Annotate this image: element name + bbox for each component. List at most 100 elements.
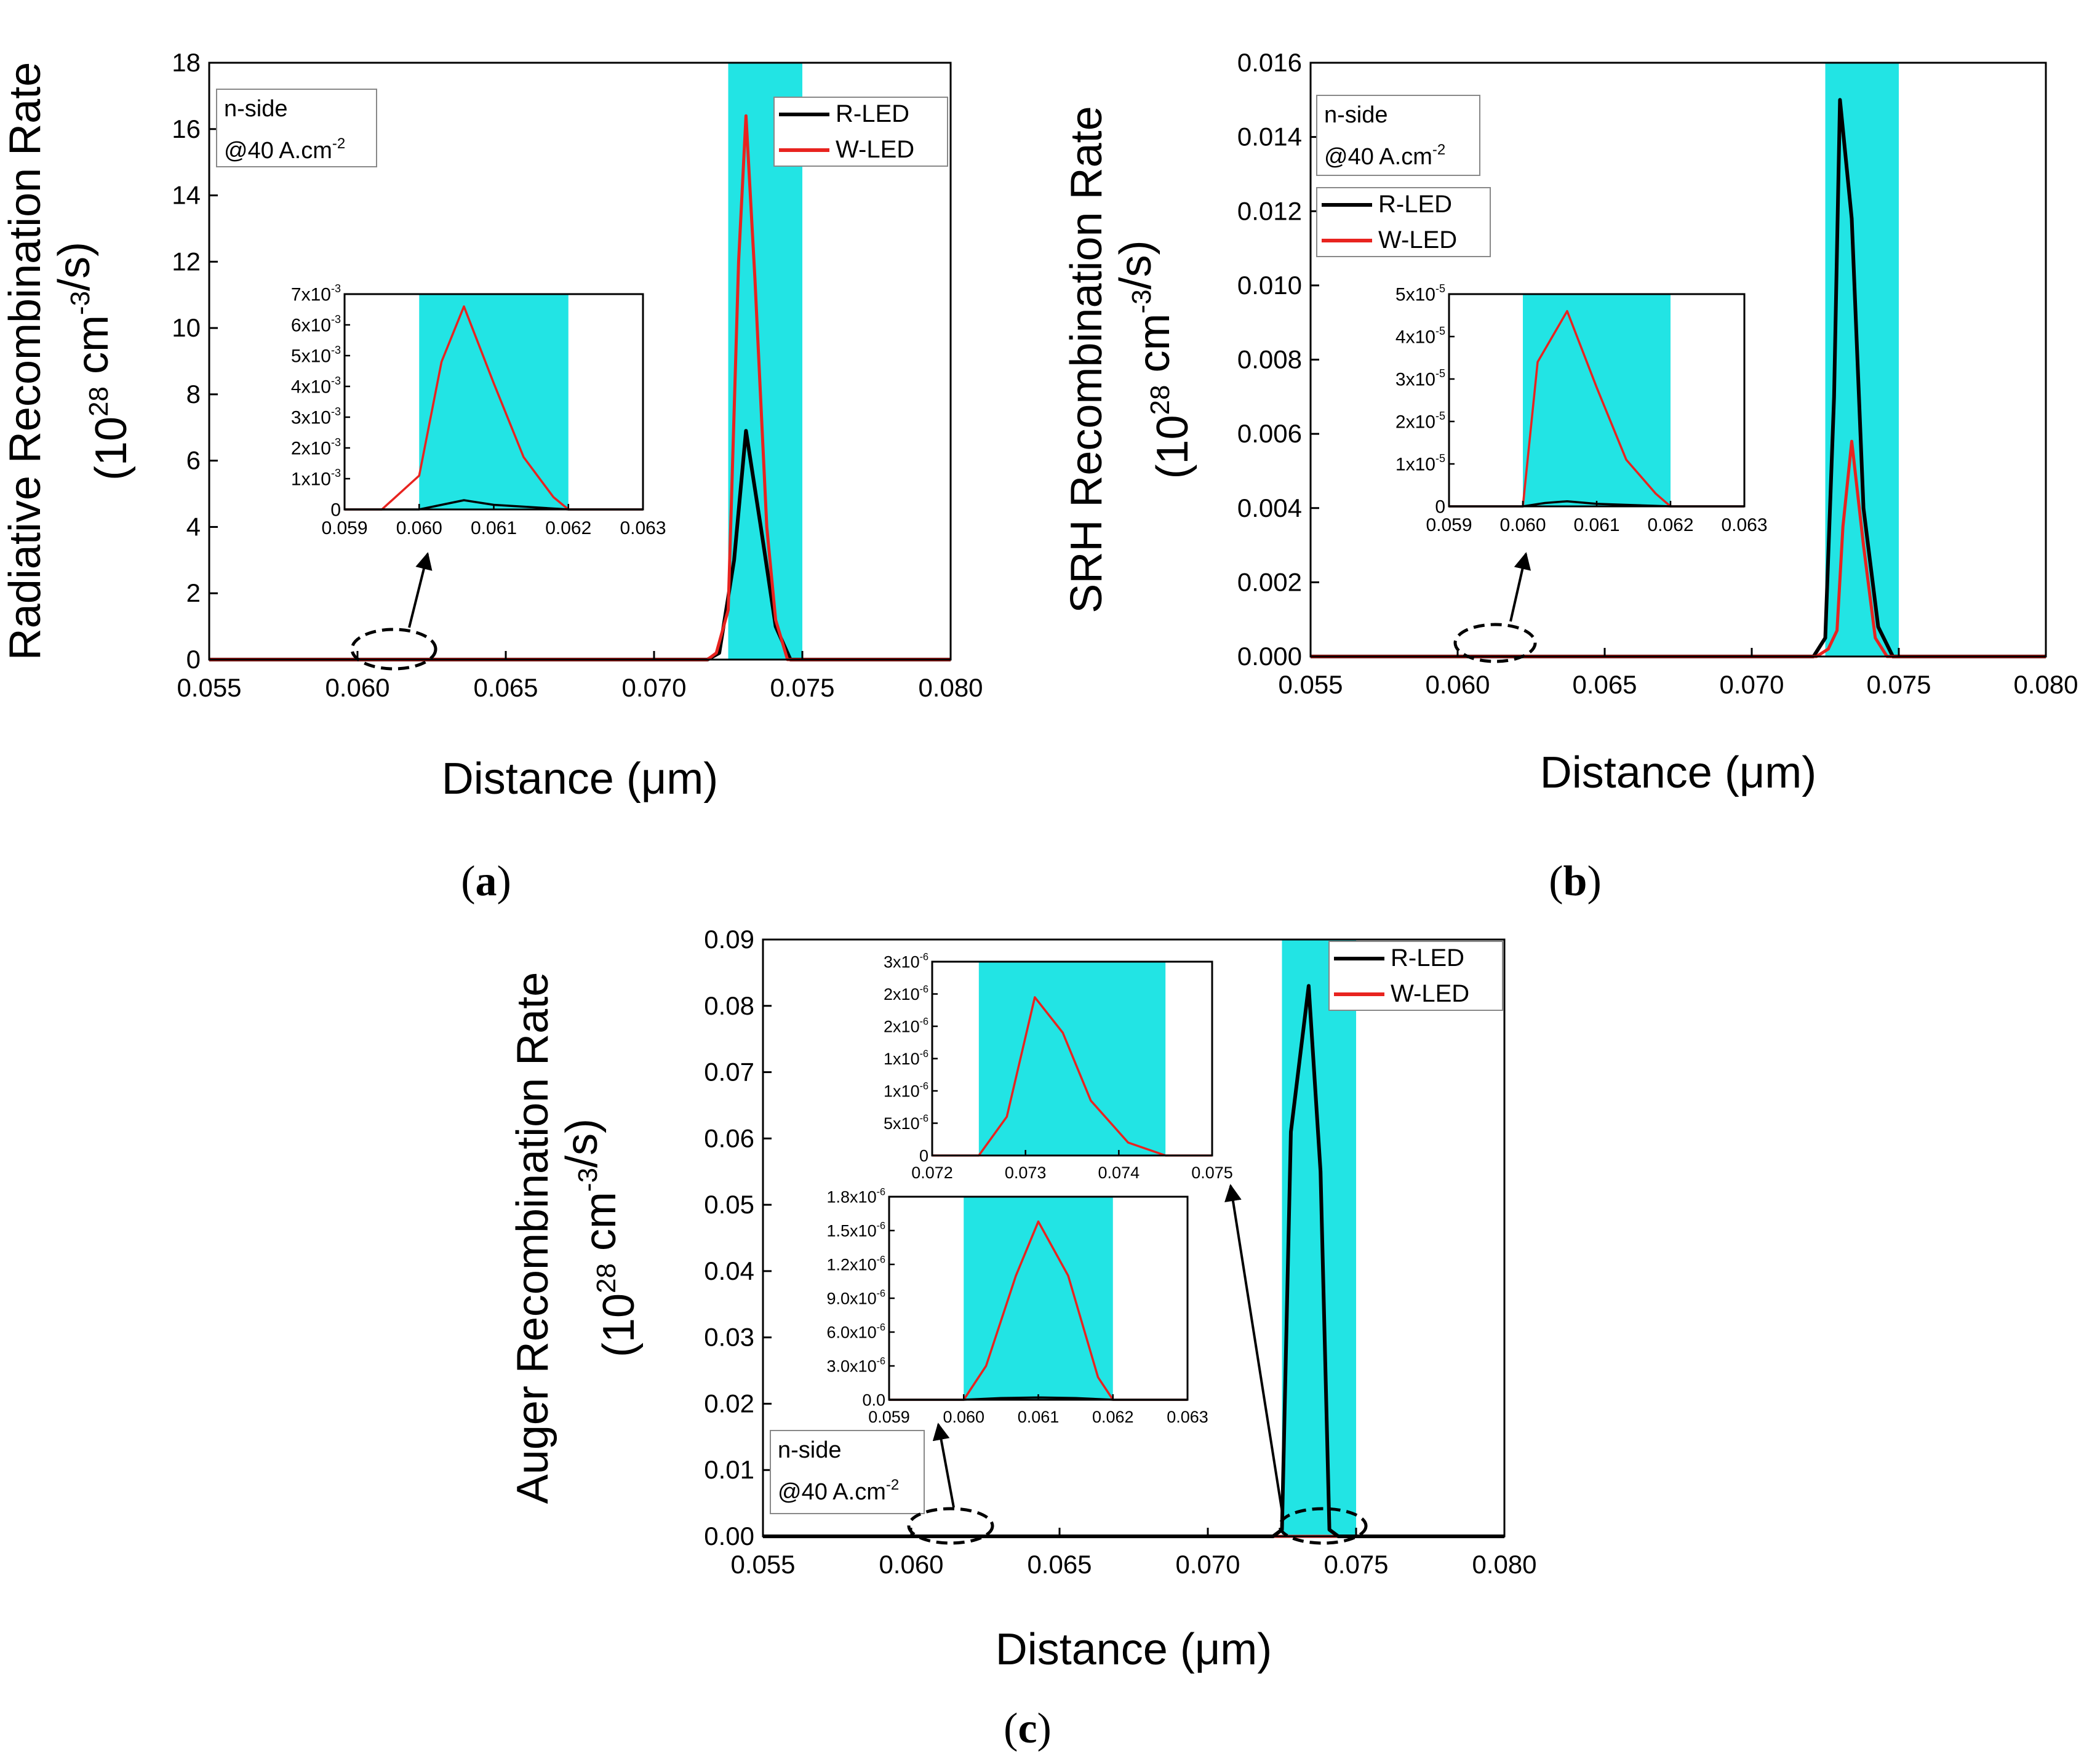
series-line-w-led <box>1311 439 2046 658</box>
y-tick-label: 0.00 <box>704 1522 754 1550</box>
y-axis-title: Radiative Recombination Rate (1028 cm-3/s… <box>1 62 136 661</box>
y-tick-label: 16 <box>172 114 201 143</box>
inset-series-line-w-led <box>1449 309 1744 508</box>
annotation-current-density: @40 A.cm-2 <box>778 1477 899 1505</box>
zoom-arrow <box>408 552 433 628</box>
inset-y-tick-label: 1x10-6 <box>884 1048 928 1068</box>
inset-series-line-w-led <box>932 996 1212 1157</box>
inset-series-line-w-led <box>345 305 643 511</box>
inset-x-tick-label: 0.060 <box>1499 515 1546 535</box>
inset-series-line-w-led <box>889 1220 1188 1401</box>
x-axis-title: Distance (μm) <box>442 754 719 804</box>
legend-label-w-led: W-LED <box>836 136 914 163</box>
caption-b: (b) <box>1549 858 1602 905</box>
inset-y-tick-label: 5x10-3 <box>291 344 341 367</box>
y-axis-title-units: (1028 cm-3/s) <box>557 1119 644 1357</box>
inset-x-tick-label: 0.063 <box>620 518 666 538</box>
caption-a: (a) <box>461 858 511 905</box>
y-tick-label: 0.04 <box>704 1256 754 1285</box>
zoom-region-ellipse <box>1278 1507 1368 1545</box>
y-axis-title-main: SRH Recombination Rate <box>1062 106 1111 613</box>
y-axis-title-main: Auger Recombination Rate <box>508 972 557 1504</box>
annotation-box <box>770 1430 925 1514</box>
inset-x-tick-label: 0.060 <box>943 1408 984 1426</box>
inset-y-tick-label: 7x10-3 <box>291 282 341 305</box>
y-axis-title-main: Radiative Recombination Rate <box>1 62 50 661</box>
inset-y-tick-label: 1.2x10-6 <box>827 1254 885 1274</box>
y-tick-label: 0.006 <box>1237 419 1302 448</box>
legend-label-w-led: W-LED <box>1391 980 1469 1007</box>
inset-y-tick-label: 0.0 <box>862 1391 885 1409</box>
x-tick-label: 0.060 <box>325 673 389 702</box>
annotation-nside: n-side <box>778 1437 842 1463</box>
plot-frame <box>1309 62 2047 658</box>
y-tick-label: 8 <box>186 380 201 409</box>
x-tick-label: 0.055 <box>1278 670 1343 699</box>
y-tick-label: 6 <box>186 446 201 475</box>
zoom-arrow <box>1224 1184 1284 1517</box>
inset-x-tick-label: 0.059 <box>1426 515 1472 535</box>
y-tick-label: 0.008 <box>1237 345 1302 374</box>
panel-b-chart: 0.055 0.060 0.065 0.070 0.075 0.080 0.000 0.002… <box>1062 48 2078 797</box>
y-tick-label: 10 <box>172 313 201 342</box>
x-tick-label: 0.055 <box>177 673 241 702</box>
y-axis-title: Auger Recombination Rate (1028 cm-3/s) <box>508 972 644 1504</box>
y-tick-label: 0.03 <box>704 1323 754 1352</box>
inset-y-tick-label: 3x10-3 <box>291 405 341 428</box>
inset-y-tick-label: 5x10-5 <box>1395 282 1445 305</box>
y-tick-label: 0.016 <box>1237 48 1302 77</box>
x-tick-label: 0.060 <box>879 1550 943 1579</box>
panel-c-chart: 0.055 0.060 0.065 0.070 0.075 0.0800.000.010.… <box>508 925 1537 1674</box>
legend-label-r-led: R-LED <box>1378 191 1452 218</box>
zoom-region-ellipse <box>350 628 437 671</box>
annotation-nside: n-side <box>224 96 288 122</box>
inset-x-tick-label: 0.060 <box>396 518 442 538</box>
inset-y-tick-label: 6x10-3 <box>291 313 341 336</box>
y-tick-label: 0.02 <box>704 1389 754 1418</box>
y-tick-label: 0.05 <box>704 1190 754 1219</box>
y-tick-label: 18 <box>172 48 201 77</box>
series-line-r-led <box>1311 98 2046 658</box>
plot-frame <box>208 62 952 661</box>
inset-x-tick-label: 0.062 <box>545 518 591 538</box>
y-tick-label: 0.06 <box>704 1123 754 1152</box>
inset-x-tick-label: 0.063 <box>1167 1408 1208 1426</box>
inset-y-tick-label: 0 <box>330 500 341 521</box>
inset-y-tick-label: 4x10-5 <box>1395 325 1445 348</box>
x-tick-label: 0.075 <box>1323 1550 1388 1579</box>
inset-x-tick-label: 0.075 <box>1191 1163 1233 1182</box>
inset-y-tick-label: 1.8x10-6 <box>827 1186 885 1206</box>
inset-quantum-well-band <box>419 294 569 509</box>
x-tick-label: 0.080 <box>1472 1550 1536 1579</box>
x-tick-label: 0.070 <box>621 673 686 702</box>
inset-y-tick-label: 1.5x10-6 <box>827 1220 885 1240</box>
inset-y-tick-label: 1x10-5 <box>1395 452 1445 475</box>
inset-y-tick-label: 0 <box>1435 497 1445 517</box>
annotation-current-density: @40 A.cm-2 <box>224 135 345 164</box>
inset-x-tick-label: 0.073 <box>1005 1163 1047 1182</box>
caption-c: (c) <box>1004 1705 1052 1752</box>
x-tick-label: 0.080 <box>918 673 983 702</box>
inset-quantum-well-band <box>978 962 1166 1155</box>
inset-x-tick-label: 0.061 <box>471 518 517 538</box>
plot-frame <box>762 938 1506 1538</box>
y-axis-title-units: (1028 cm-3/s) <box>50 242 136 481</box>
y-axis-title: SRH Recombination Rate (1028 cm-3/s) <box>1062 106 1197 613</box>
y-axis-title-units: (1028 cm-3/s) <box>1111 240 1197 479</box>
legend-box <box>1328 941 1503 1011</box>
x-axis-title: Distance (μm) <box>996 1625 1272 1674</box>
x-tick-label: 0.075 <box>1866 670 1931 699</box>
legend-label-w-led: W-LED <box>1378 226 1457 253</box>
x-tick-label: 0.065 <box>473 673 538 702</box>
x-tick-label: 0.070 <box>1719 670 1784 699</box>
series-line-r-led <box>763 984 1504 1538</box>
zoom-region-ellipse <box>907 1507 994 1545</box>
y-tick-label: 0.01 <box>704 1455 754 1484</box>
x-tick-label: 0.060 <box>1425 670 1490 699</box>
annotation-box <box>1316 95 1480 176</box>
inset-y-tick-label: 2x10-6 <box>884 984 928 1004</box>
y-tick-label: 0.08 <box>704 991 754 1020</box>
inset-y-tick-label: 0 <box>919 1146 928 1165</box>
inset-quantum-well-band <box>964 1197 1113 1400</box>
